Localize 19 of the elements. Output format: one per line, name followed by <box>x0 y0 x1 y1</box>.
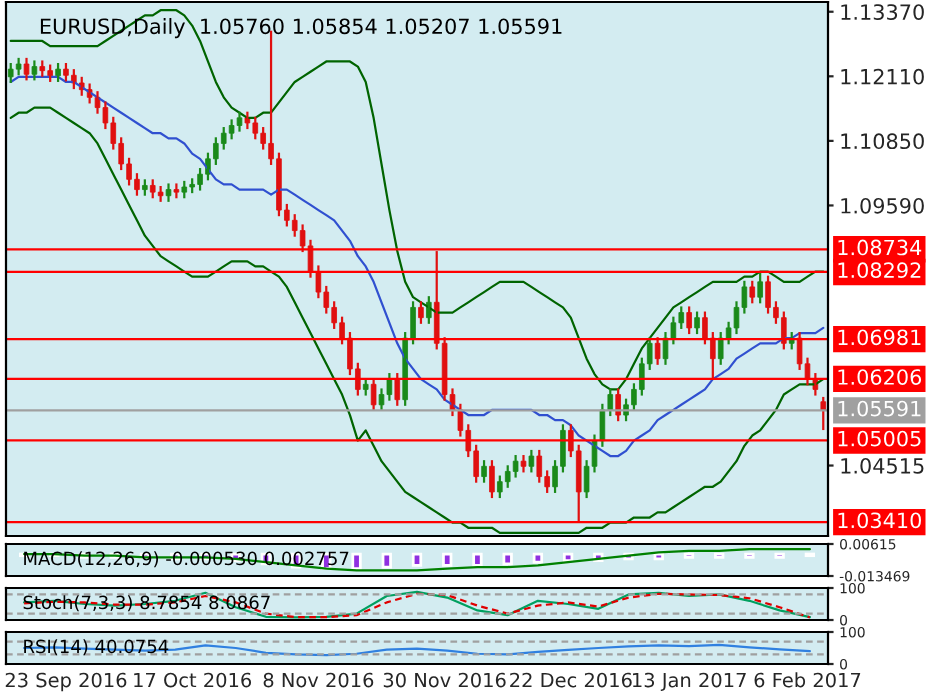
y-tick-label: 1.13370 <box>841 4 924 20</box>
x-tick-label: 17 Oct 2016 <box>134 672 252 688</box>
x-tick-label: 8 Nov 2016 <box>263 672 374 688</box>
y-tick-label: 1.04515 <box>841 457 924 474</box>
x-tick-label: 6 Feb 2017 <box>754 672 861 688</box>
ref-line-label: 1.08292 <box>838 262 921 279</box>
x-tick-label: 30 Nov 2016 <box>383 672 506 688</box>
ref-line-label: 1.08734 <box>838 239 922 256</box>
ref-line-label: 1.05005 <box>838 430 921 447</box>
x-tick-label: 13 Jan 2017 <box>633 672 746 691</box>
y-tick-label: 1.10850 <box>841 133 924 150</box>
ref-line-label: 1.06206 <box>838 369 922 385</box>
x-tick-label: 22 Dec 2016 <box>510 672 632 688</box>
y-tick-label: 1.09590 <box>841 197 924 214</box>
ref-line-label: 1.03410 <box>838 512 921 529</box>
ref-line-label: 1.05591 <box>838 400 921 417</box>
ref-line-label: 1.06981 <box>838 329 921 346</box>
y-tick-label: 1.12110 <box>841 68 924 85</box>
x-tick-label: 23 Sep 2016 <box>5 672 127 692</box>
